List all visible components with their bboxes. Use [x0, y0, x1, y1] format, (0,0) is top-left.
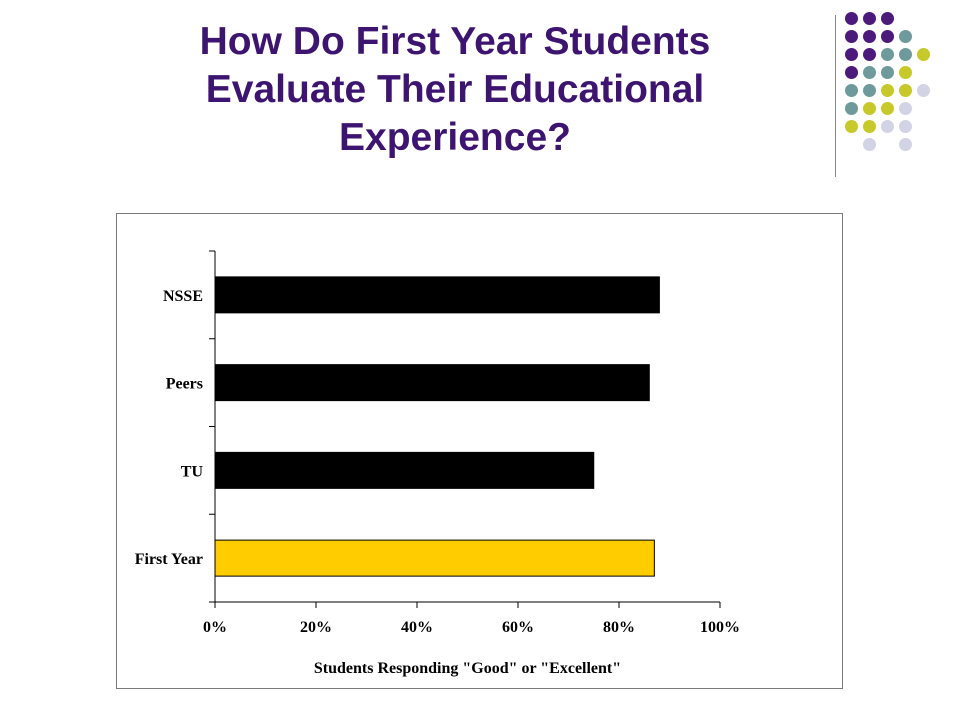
- x-tick-label: 60%: [502, 619, 534, 636]
- decor-dot: [845, 48, 858, 61]
- decor-dot: [899, 138, 912, 151]
- decor-dot: [881, 84, 894, 97]
- decor-dot: [863, 66, 876, 79]
- decor-dot: [845, 84, 858, 97]
- category-label: TU: [181, 463, 204, 480]
- decor-dot: [845, 66, 858, 79]
- slide-title: How Do First Year Students Evaluate Thei…: [95, 18, 815, 162]
- decor-dot: [899, 30, 912, 43]
- bar-nsse: [214, 276, 660, 314]
- decor-dot: [863, 30, 876, 43]
- decor-dot: [845, 30, 858, 43]
- title-line-3: Experience?: [339, 116, 571, 159]
- decorative-divider: [835, 15, 836, 177]
- title-line-1: How Do First Year Students: [199, 20, 711, 63]
- x-axis-label: Students Responding "Good" or "Excellent…: [314, 660, 621, 677]
- decor-dot: [863, 102, 876, 115]
- decor-dot: [845, 102, 858, 115]
- decor-dot: [845, 120, 858, 133]
- decor-dot: [863, 138, 876, 151]
- decor-dot: [899, 102, 912, 115]
- bar-tu: [214, 451, 595, 489]
- x-tick-label: 20%: [300, 619, 332, 636]
- decor-dot: [863, 48, 876, 61]
- category-label: First Year: [135, 551, 203, 568]
- decor-dot: [863, 120, 876, 133]
- category-label: Peers: [166, 376, 203, 393]
- decor-dot: [881, 66, 894, 79]
- category-label: NSSE: [163, 288, 203, 305]
- x-tick-label: 100%: [700, 619, 740, 636]
- bar-chart: NSSE Peers TU First Year 0% 20% 40% 60% 80% 100% S…: [135, 250, 740, 677]
- bar-first-year: [214, 539, 655, 577]
- decor-dot: [863, 12, 876, 25]
- decorative-dot-grid: [845, 12, 955, 162]
- decor-dot: [899, 120, 912, 133]
- decor-dot: [881, 120, 894, 133]
- decor-dot: [899, 48, 912, 61]
- x-tick-label: 80%: [603, 619, 635, 636]
- decor-dot: [881, 12, 894, 25]
- decor-dot: [917, 48, 930, 61]
- title-line-2: Evaluate Their Educational: [205, 68, 705, 111]
- x-tick-label: 40%: [401, 619, 433, 636]
- decor-dot: [917, 84, 930, 97]
- decor-dot: [863, 84, 876, 97]
- decor-dot: [845, 12, 858, 25]
- bar-peers: [214, 364, 650, 402]
- decor-dot: [881, 30, 894, 43]
- decor-dot: [899, 84, 912, 97]
- decor-dot: [881, 48, 894, 61]
- decor-dot: [899, 66, 912, 79]
- x-tick-label: 0%: [203, 619, 227, 636]
- decor-dot: [881, 102, 894, 115]
- chart-frame: NSSE Peers TU First Year 0% 20% 40% 60% 80% 100% S…: [116, 213, 843, 689]
